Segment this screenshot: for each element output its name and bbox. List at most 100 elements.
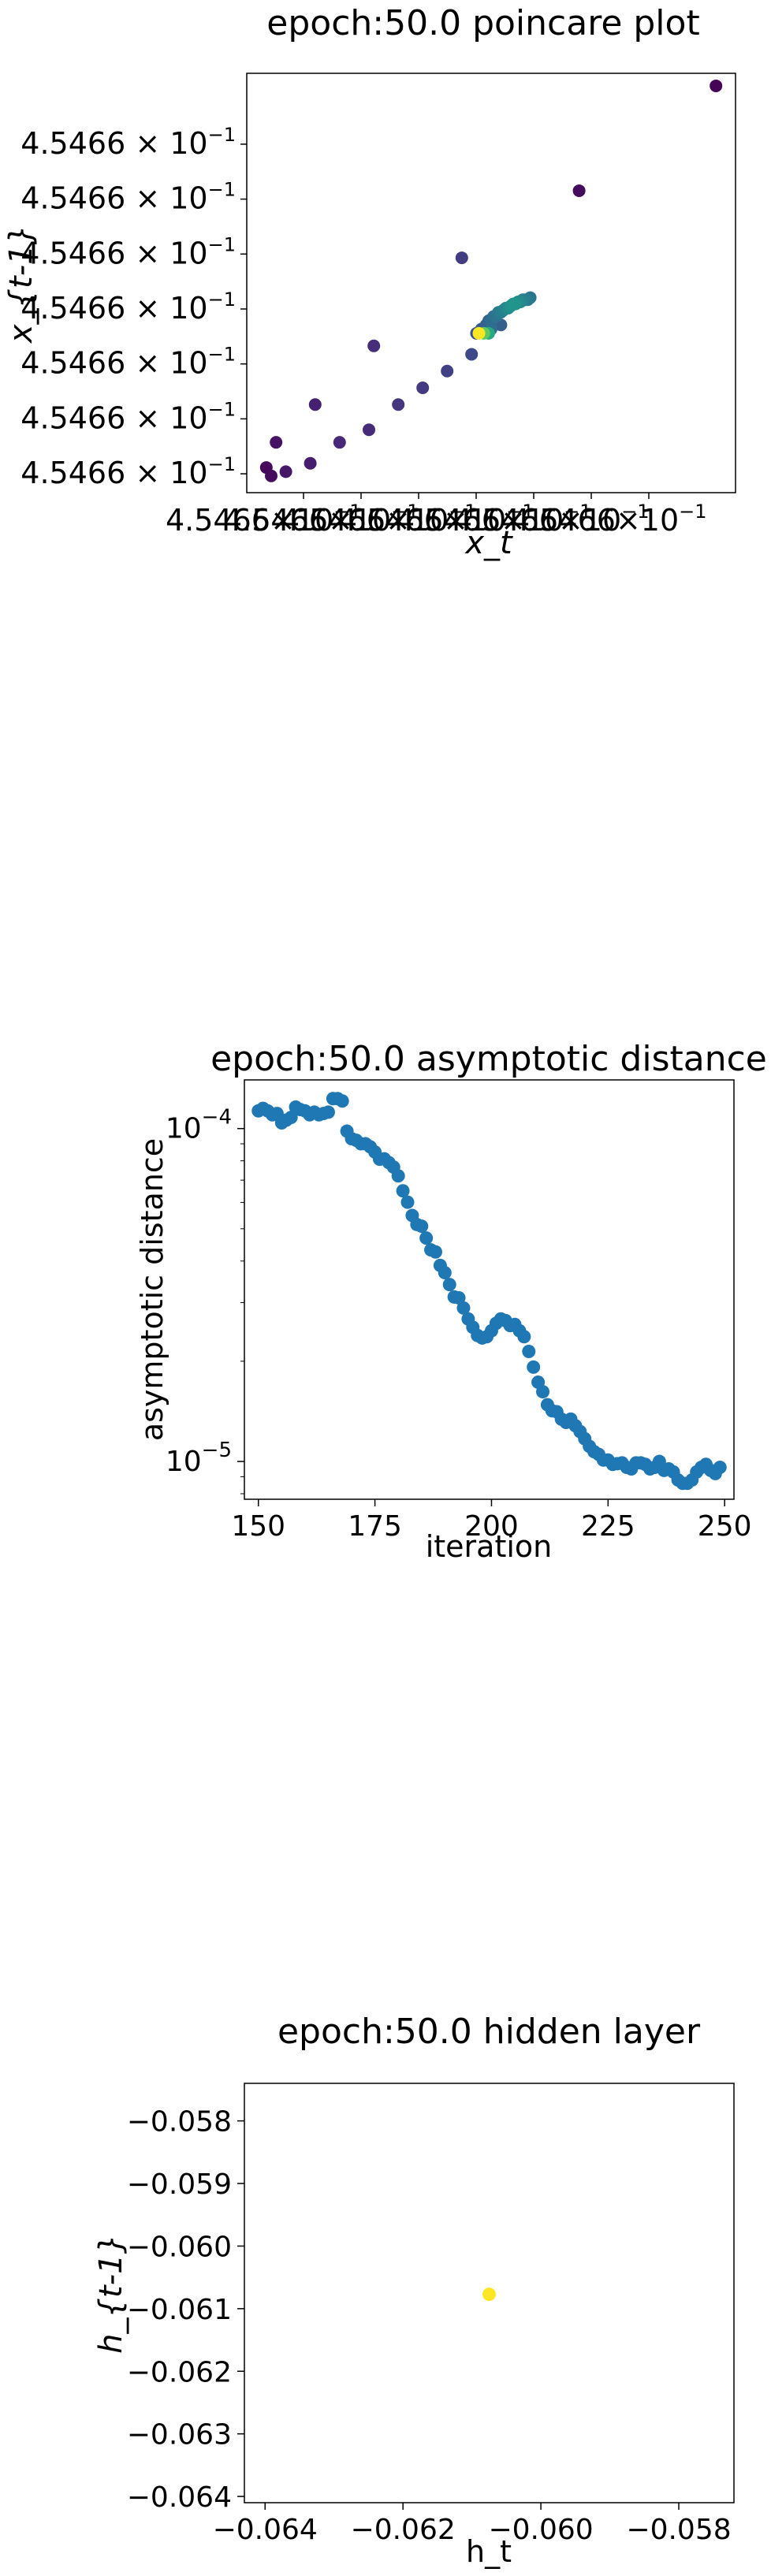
asymptotic-distance-chart: epoch:50.0 asymptotic distance 10−410−5 … xyxy=(135,1039,767,1564)
poincare-x-tick-base: 4.5466×10 xyxy=(281,503,449,538)
asymptotic-point xyxy=(527,1360,541,1374)
asymptotic-plot-frame xyxy=(244,1079,735,1500)
asymptotic-point xyxy=(522,1345,536,1359)
asymptotic-point xyxy=(438,1266,452,1280)
poincare-y-tick-base: 4.5466 × 10 xyxy=(20,181,207,216)
poincare-x-tick-base: 4.5466×10 xyxy=(338,503,506,538)
hidden-layer-chart: epoch:50.0 hidden layer −0.058−0.059−0.0… xyxy=(93,2012,735,2569)
hidden-layer-y-tick-label: −0.060 xyxy=(127,2231,232,2263)
poincare-y-tick-exp: −1 xyxy=(208,233,236,255)
poincare-y-label-text: x_{t-1} xyxy=(3,225,39,344)
poincare-x-tick-label: 4.5466×10−1 xyxy=(223,501,419,538)
poincare-x-tick-label: 4.5466×10−1 xyxy=(281,501,477,538)
hidden-layer-x-tick-label: −0.058 xyxy=(626,2514,731,2546)
hidden-layer-y-label-text: h_{t-1} xyxy=(93,2234,129,2354)
asymptotic-y-axis-label: asymptotic distance xyxy=(135,1138,169,1441)
asymptotic-point xyxy=(415,1219,429,1234)
poincare-y-tick-base: 4.5466 × 10 xyxy=(20,126,207,161)
poincare-x-tick-exp: −1 xyxy=(333,501,361,523)
hidden-layer-y-axis-label: h_{t-1} xyxy=(93,2234,129,2354)
hidden-layer-x-tick-label: −0.062 xyxy=(351,2514,456,2546)
poincare-x-tick-exp: −1 xyxy=(391,501,419,523)
asymptotic-point xyxy=(419,1231,434,1245)
poincare-y-tick-label: 4.5466 × 10−1 xyxy=(20,124,236,161)
poincare-y-tick-label: 4.5466 × 10−1 xyxy=(20,453,236,490)
asymptotic-x-tick-label: 150 xyxy=(231,1510,285,1543)
poincare-x-tick-label: 4.5466×10−1 xyxy=(396,501,592,538)
poincare-y-tick-exp: −1 xyxy=(208,179,236,201)
asymptotic-point xyxy=(456,1301,471,1315)
poincare-y-tick-exp: −1 xyxy=(208,288,236,311)
poincare-x-tick-base: 4.5466×10 xyxy=(453,503,621,538)
poincare-y-tick-exp: −1 xyxy=(208,453,236,475)
hidden-layer-y-tick-label: −0.061 xyxy=(127,2294,232,2326)
poincare-x-tick-base: 4.5466×10 xyxy=(166,503,333,538)
asymptotic-y-tick-exp: −5 xyxy=(202,1439,232,1462)
poincare-x-label-text: x_t xyxy=(464,525,513,561)
asymptotic-x-tick-label: 250 xyxy=(698,1510,752,1543)
asymptotic-x-axis-label: iteration xyxy=(426,1529,553,1564)
asymptotic-x-tick-label: 175 xyxy=(348,1510,402,1543)
asymptotic-y-tick-label: 10−4 xyxy=(166,1106,232,1145)
poincare-x-tick-exp: −1 xyxy=(679,501,706,523)
hidden-layer-x-tick-label: −0.064 xyxy=(213,2514,318,2546)
poincare-point xyxy=(506,297,520,311)
poincare-point xyxy=(416,382,430,394)
hidden-layer-x-tick-label: −0.060 xyxy=(488,2514,593,2546)
poincare-points xyxy=(259,79,723,482)
asymptotic-point xyxy=(536,1385,550,1399)
asymptotic-y-tick-base: 10 xyxy=(166,1446,202,1478)
poincare-y-tick-exp: −1 xyxy=(208,344,236,366)
asymptotic-points xyxy=(251,1092,727,1491)
asymptotic-x-tick-label: 200 xyxy=(464,1510,519,1543)
poincare-point xyxy=(265,469,277,482)
poincare-x-ticks: 4.5466×10−14.5466×10−14.5466×10−14.5466×… xyxy=(166,493,707,538)
hidden-layer-plot-frame xyxy=(244,2083,735,2503)
poincare-point xyxy=(392,398,405,411)
poincare-x-tick-base: 4.5466×10 xyxy=(223,503,391,538)
poincare-y-tick-label: 4.5466 × 10−1 xyxy=(20,179,236,216)
poincare-chart: epoch:50.0 poincare plot 4.5466 × 10−14.… xyxy=(3,3,736,561)
poincare-x-tick-label: 4.5466×10−1 xyxy=(511,501,707,538)
hidden-layer-points xyxy=(482,2288,496,2302)
poincare-y-tick-label: 4.5466 × 10−1 xyxy=(20,398,236,435)
poincare-point xyxy=(710,79,723,92)
poincare-point xyxy=(304,456,317,470)
poincare-y-tick-base: 4.5466 × 10 xyxy=(20,346,207,381)
poincare-x-tick-base: 4.5466×10 xyxy=(396,503,564,538)
poincare-point xyxy=(472,326,486,340)
poincare-point xyxy=(270,436,283,449)
poincare-y-tick-label: 4.5466 × 10−1 xyxy=(20,344,236,381)
hidden-layer-point xyxy=(482,2288,496,2302)
poincare-x-tick-base: 4.5466×10 xyxy=(511,503,679,538)
asymptotic-point xyxy=(400,1195,415,1209)
poincare-point xyxy=(308,398,322,411)
hidden-layer-y-tick-label: −0.063 xyxy=(127,2419,232,2451)
poincare-point xyxy=(455,251,468,265)
asymptotic-point xyxy=(442,1278,456,1292)
poincare-x-tick-exp: −1 xyxy=(506,501,534,523)
asymptotic-point xyxy=(391,1169,405,1183)
hidden-layer-y-tick-label: −0.058 xyxy=(127,2106,232,2139)
poincare-y-tick-exp: −1 xyxy=(208,124,236,146)
poincare-x-tick-label: 4.5466×10−1 xyxy=(338,501,534,538)
asymptotic-title: epoch:50.0 asymptotic distance xyxy=(210,1039,767,1079)
poincare-y-tick-label: 4.5466 × 10−1 xyxy=(20,288,236,326)
poincare-point xyxy=(367,339,381,352)
poincare-x-tick-exp: −1 xyxy=(449,501,476,523)
asymptotic-y-tick-exp: −4 xyxy=(202,1106,232,1130)
poincare-y-tick-label: 4.5466 × 10−1 xyxy=(20,233,236,270)
poincare-point xyxy=(572,184,586,197)
poincare-point xyxy=(441,364,454,378)
asymptotic-point xyxy=(321,1105,335,1119)
poincare-title: epoch:50.0 poincare plot xyxy=(266,3,699,43)
asymptotic-x-ticks: 150 175 200 225 250 xyxy=(231,1499,752,1543)
poincare-y-tick-base: 4.5466 × 10 xyxy=(20,236,207,270)
hidden-layer-y-ticks: −0.058 −0.059 −0.060 −0.061 −0.062 −0.063 −0.0… xyxy=(127,2106,244,2514)
poincare-x-tick-label: 4.5466×10−1 xyxy=(453,501,650,538)
asymptotic-point xyxy=(284,1111,298,1125)
poincare-x-tick-label: 4.5466×10−1 xyxy=(166,501,362,538)
asymptotic-point xyxy=(335,1094,349,1108)
hidden-layer-x-axis-label: h_t xyxy=(466,2534,512,2569)
